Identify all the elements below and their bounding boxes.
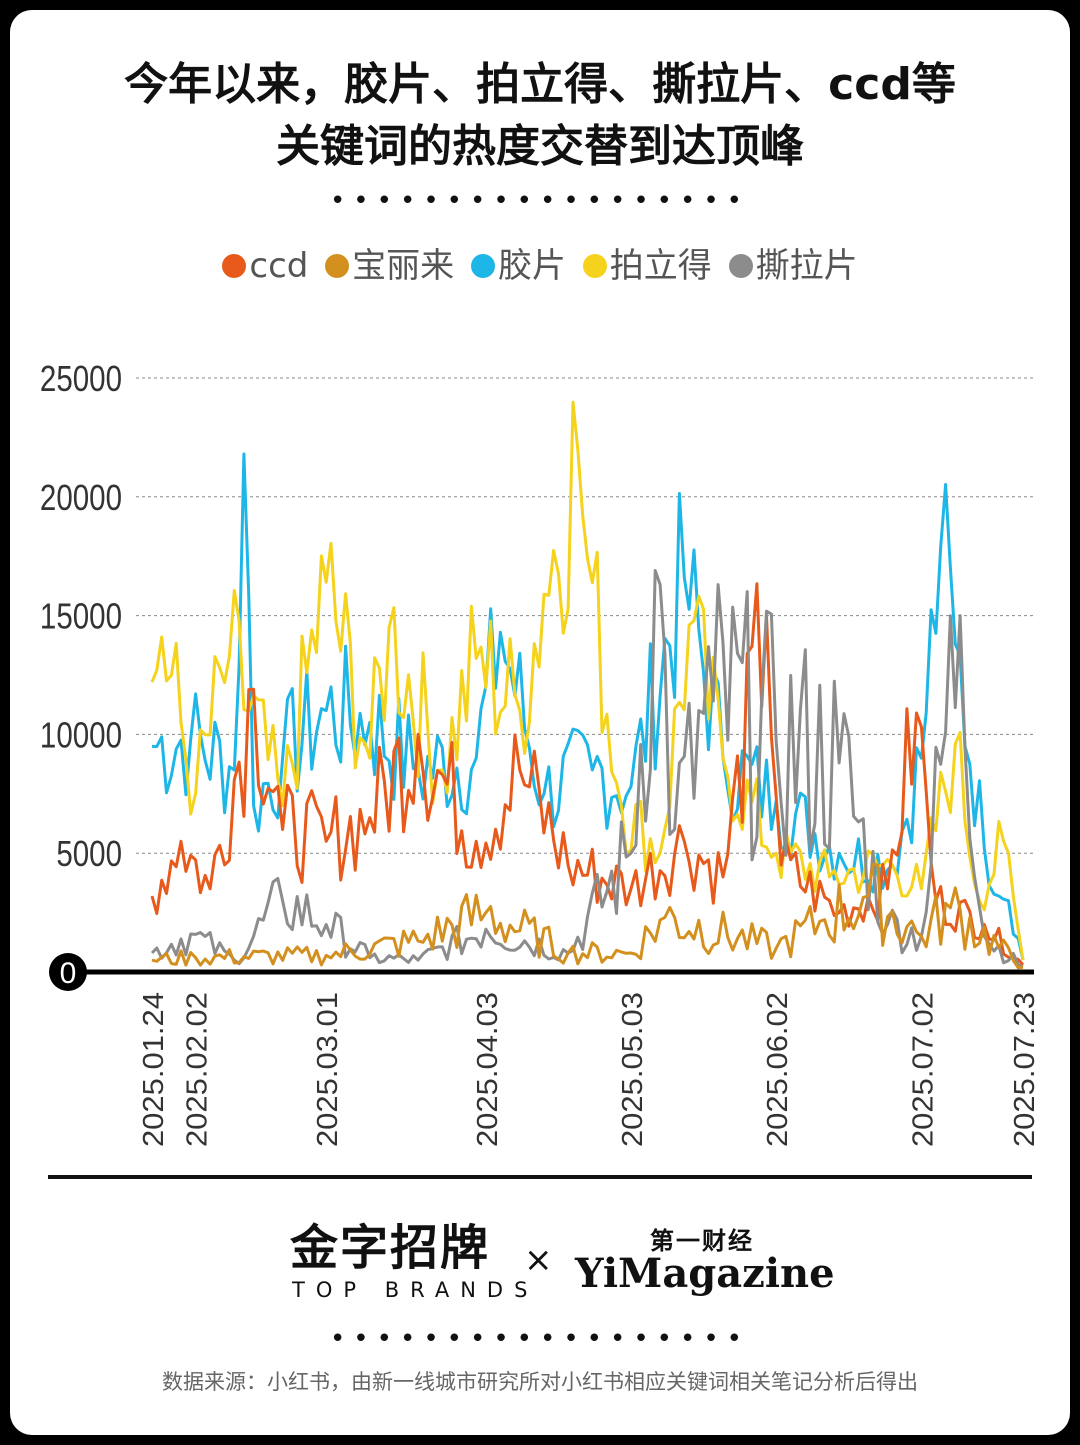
y-tick-label: 10000 [40, 715, 122, 755]
legend-item-peel-apart: 撕拉片 [728, 246, 858, 286]
legend-item-instant: 拍立得 [582, 246, 712, 286]
dot-divider-top: •••••••••••••••••• [329, 186, 751, 216]
legend-label-polaroid: 宝丽来 [352, 246, 455, 286]
legend-swatch-peel-apart [728, 254, 753, 278]
dot-divider-bottom: •••••••••••••••••• [329, 1324, 751, 1354]
legend-label-instant: 拍立得 [609, 246, 712, 286]
logo-top-brands: TOP BRANDS [292, 1278, 539, 1302]
chart-card: 今年以来，胶片、拍立得、撕拉片、ccd等 关键词的热度交替到达顶峰 ••••••… [10, 10, 1070, 1435]
legend-item-film: 胶片 [470, 246, 566, 286]
y-tick-label: 25000 [40, 358, 122, 398]
logo-times-sign: × [524, 1240, 553, 1280]
logo-jinzi-zhaopai: 金字招牌 [290, 1220, 491, 1276]
x-tick-label: 2025.04.03 [472, 992, 504, 1147]
y-tick-label: 20000 [40, 477, 122, 517]
legend-item-ccd: ccd [222, 246, 308, 286]
chart-legend: ccd 宝丽来 胶片 拍立得 撕拉片 [10, 246, 1070, 286]
x-tick-label: 2025.07.23 [1009, 992, 1041, 1147]
logo-diyi-caijing: 第一财经 [650, 1227, 754, 1255]
x-tick-label: 2025.05.03 [617, 992, 649, 1147]
legend-swatch-film [470, 254, 495, 278]
legend-label-peel-apart: 撕拉片 [755, 246, 858, 286]
logo-yimagazine: YiMagazine [575, 1250, 835, 1297]
x-tick-label: 2025.07.02 [908, 992, 940, 1147]
legend-swatch-polaroid [325, 254, 350, 278]
y-tick-label: 5000 [56, 833, 122, 873]
legend-item-polaroid: 宝丽来 [325, 246, 454, 286]
legend-label-ccd: ccd [249, 246, 309, 286]
chart-title: 今年以来，胶片、拍立得、撕拉片、ccd等 关键词的热度交替到达顶峰 [10, 54, 1070, 178]
title-line-1: 今年以来，胶片、拍立得、撕拉片、ccd等 [124, 59, 956, 110]
x-tick-label: 2025.03.01 [312, 992, 344, 1147]
series-line-撕拉片 [150, 569, 1024, 969]
y-tick-label: 15000 [40, 596, 122, 636]
y-zero-badge [49, 953, 87, 991]
data-source-note: 数据来源：小红书，由新一线城市研究所对小红书相应关键词相关笔记分析后得出 [162, 1370, 918, 1394]
footer-rule [48, 1175, 1032, 1179]
legend-swatch-instant [582, 254, 607, 278]
line-chart: 0 5000 10000 15000 20000 25000 2025.01.24 2025.… [40, 358, 1041, 1147]
x-tick-label: 2025.06.02 [762, 992, 794, 1147]
title-line-2: 关键词的热度交替到达顶峰 [276, 121, 804, 172]
series-line-胶片 [151, 452, 1025, 961]
series-line-宝丽来 [151, 863, 1024, 970]
x-tick-label: 2025.01.24 [138, 992, 170, 1147]
x-tick-label: 2025.02.02 [182, 992, 214, 1147]
legend-label-film: 胶片 [497, 246, 566, 286]
legend-swatch-ccd [222, 254, 247, 278]
y-tick-label: 0 [60, 957, 77, 990]
